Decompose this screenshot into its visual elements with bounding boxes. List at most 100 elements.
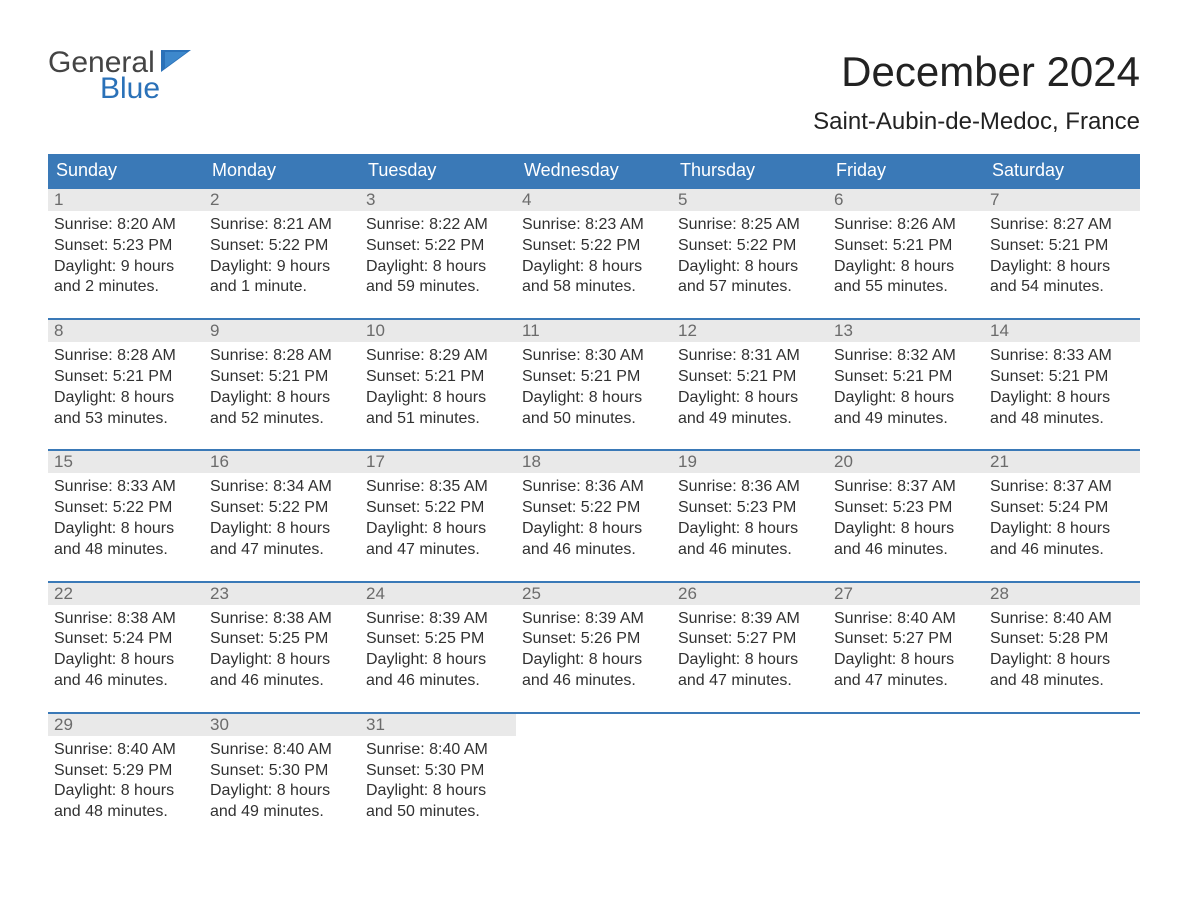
header: General Blue December 2024 Saint-Aubin-d… <box>48 48 1140 136</box>
sunrise-line: Sunrise: 8:35 AM <box>366 477 510 498</box>
daylight-line: Daylight: 8 hours and 51 minutes. <box>366 388 510 430</box>
day-body: Sunrise: 8:38 AMSunset: 5:25 PMDaylight:… <box>204 605 360 692</box>
day-cell: 23Sunrise: 8:38 AMSunset: 5:25 PMDayligh… <box>204 583 360 698</box>
day-cell: 7Sunrise: 8:27 AMSunset: 5:21 PMDaylight… <box>984 189 1140 304</box>
day-number-row: 28 <box>984 583 1140 605</box>
brand-flag-icon <box>161 48 191 78</box>
day-number-row: 12 <box>672 320 828 342</box>
week-row: 22Sunrise: 8:38 AMSunset: 5:24 PMDayligh… <box>48 581 1140 698</box>
daylight-line: Daylight: 8 hours and 46 minutes. <box>522 519 666 561</box>
day-body: Sunrise: 8:29 AMSunset: 5:21 PMDaylight:… <box>360 342 516 429</box>
daylight-line: Daylight: 8 hours and 49 minutes. <box>834 388 978 430</box>
day-cell: 27Sunrise: 8:40 AMSunset: 5:27 PMDayligh… <box>828 583 984 698</box>
calendar-page: General Blue December 2024 Saint-Aubin-d… <box>0 0 1188 877</box>
brand-text-blue: Blue <box>100 74 160 104</box>
day-cell: 17Sunrise: 8:35 AMSunset: 5:22 PMDayligh… <box>360 451 516 566</box>
sunset-line: Sunset: 5:27 PM <box>678 629 822 650</box>
day-cell: 21Sunrise: 8:37 AMSunset: 5:24 PMDayligh… <box>984 451 1140 566</box>
day-body: Sunrise: 8:21 AMSunset: 5:22 PMDaylight:… <box>204 211 360 298</box>
dow-sunday: Sunday <box>48 154 204 187</box>
day-number-row: 17 <box>360 451 516 473</box>
sunset-line: Sunset: 5:25 PM <box>210 629 354 650</box>
day-cell: 16Sunrise: 8:34 AMSunset: 5:22 PMDayligh… <box>204 451 360 566</box>
day-cell: 3Sunrise: 8:22 AMSunset: 5:22 PMDaylight… <box>360 189 516 304</box>
day-number-row: 26 <box>672 583 828 605</box>
daylight-line: Daylight: 8 hours and 53 minutes. <box>54 388 198 430</box>
daylight-line: Daylight: 8 hours and 46 minutes. <box>678 519 822 561</box>
day-number: 10 <box>366 321 385 340</box>
sunrise-line: Sunrise: 8:40 AM <box>366 740 510 761</box>
daylight-line: Daylight: 8 hours and 46 minutes. <box>834 519 978 561</box>
daylight-line: Daylight: 8 hours and 49 minutes. <box>210 781 354 823</box>
day-number: 12 <box>678 321 697 340</box>
daylight-line: Daylight: 8 hours and 46 minutes. <box>54 650 198 692</box>
day-number-row: 22 <box>48 583 204 605</box>
day-cell: 14 Sunrise: 8:33 AMSunset: 5:21 PMDayligh… <box>984 320 1140 435</box>
title-block: December 2024 Saint-Aubin-de-Medoc, Fran… <box>813 48 1140 136</box>
week-row: 1Sunrise: 8:20 AMSunset: 5:23 PMDaylight… <box>48 187 1140 304</box>
day-number: 17 <box>366 452 385 471</box>
day-body: Sunrise: 8:36 AMSunset: 5:22 PMDaylight:… <box>516 473 672 560</box>
sunrise-line: Sunrise: 8:40 AM <box>210 740 354 761</box>
daylight-line: Daylight: 8 hours and 50 minutes. <box>522 388 666 430</box>
daylight-line: Daylight: 8 hours and 47 minutes. <box>678 650 822 692</box>
week-row: 29Sunrise: 8:40 AMSunset: 5:29 PMDayligh… <box>48 712 1140 829</box>
sunrise-line: Sunrise: 8:25 AM <box>678 215 822 236</box>
day-cell: 8Sunrise: 8:28 AMSunset: 5:21 PMDaylight… <box>48 320 204 435</box>
sunset-line: Sunset: 5:21 PM <box>990 367 1134 388</box>
daylight-line: Daylight: 9 hours and 2 minutes. <box>54 257 198 299</box>
day-body: Sunrise: 8:32 AMSunset: 5:21 PMDaylight:… <box>828 342 984 429</box>
day-number-row: 27 <box>828 583 984 605</box>
day-cell: 4Sunrise: 8:23 AMSunset: 5:22 PMDaylight… <box>516 189 672 304</box>
sunrise-line: Sunrise: 8:40 AM <box>54 740 198 761</box>
daylight-line: Daylight: 8 hours and 48 minutes. <box>990 650 1134 692</box>
day-body: Sunrise: 8:34 AMSunset: 5:22 PMDaylight:… <box>204 473 360 560</box>
empty-day-cell <box>828 714 984 829</box>
day-body: Sunrise: 8:20 AMSunset: 5:23 PMDaylight:… <box>48 211 204 298</box>
sunrise-line: Sunrise: 8:27 AM <box>990 215 1134 236</box>
sunset-line: Sunset: 5:21 PM <box>54 367 198 388</box>
day-number-row: 21 <box>984 451 1140 473</box>
day-cell: 19Sunrise: 8:36 AMSunset: 5:23 PMDayligh… <box>672 451 828 566</box>
day-number-row: 9 <box>204 320 360 342</box>
dow-friday: Friday <box>828 154 984 187</box>
day-cell: 13Sunrise: 8:32 AMSunset: 5:21 PMDayligh… <box>828 320 984 435</box>
day-body: Sunrise: 8:33 AMSunset: 5:21 PMDaylight:… <box>984 342 1140 429</box>
dow-wednesday: Wednesday <box>516 154 672 187</box>
day-body: Sunrise: 8:37 AMSunset: 5:23 PMDaylight:… <box>828 473 984 560</box>
day-of-week-header: Sunday Monday Tuesday Wednesday Thursday… <box>48 154 1140 187</box>
sunset-line: Sunset: 5:22 PM <box>54 498 198 519</box>
sunset-line: Sunset: 5:22 PM <box>210 498 354 519</box>
daylight-line: Daylight: 8 hours and 52 minutes. <box>210 388 354 430</box>
daylight-line: Daylight: 8 hours and 50 minutes. <box>366 781 510 823</box>
sunset-line: Sunset: 5:22 PM <box>678 236 822 257</box>
day-number-row: 24 <box>360 583 516 605</box>
day-cell: 22Sunrise: 8:38 AMSunset: 5:24 PMDayligh… <box>48 583 204 698</box>
daylight-line: Daylight: 8 hours and 48 minutes. <box>990 388 1134 430</box>
sunset-line: Sunset: 5:22 PM <box>522 236 666 257</box>
sunset-line: Sunset: 5:21 PM <box>834 236 978 257</box>
daylight-line: Daylight: 8 hours and 47 minutes. <box>210 519 354 561</box>
day-body: Sunrise: 8:37 AMSunset: 5:24 PMDaylight:… <box>984 473 1140 560</box>
day-number: 22 <box>54 584 73 603</box>
day-body: Sunrise: 8:39 AMSunset: 5:27 PMDaylight:… <box>672 605 828 692</box>
sunrise-line: Sunrise: 8:32 AM <box>834 346 978 367</box>
day-number: 14 <box>990 321 1009 340</box>
week-row: 15Sunrise: 8:33 AMSunset: 5:22 PMDayligh… <box>48 449 1140 566</box>
sunrise-line: Sunrise: 8:33 AM <box>990 346 1134 367</box>
day-cell: 20Sunrise: 8:37 AMSunset: 5:23 PMDayligh… <box>828 451 984 566</box>
day-cell: 31Sunrise: 8:40 AMSunset: 5:30 PMDayligh… <box>360 714 516 829</box>
daylight-line: Daylight: 8 hours and 46 minutes. <box>990 519 1134 561</box>
week-row: 8Sunrise: 8:28 AMSunset: 5:21 PMDaylight… <box>48 318 1140 435</box>
daylight-line: Daylight: 8 hours and 55 minutes. <box>834 257 978 299</box>
sunrise-line: Sunrise: 8:28 AM <box>210 346 354 367</box>
sunrise-line: Sunrise: 8:39 AM <box>678 609 822 630</box>
day-body: Sunrise: 8:39 AMSunset: 5:26 PMDaylight:… <box>516 605 672 692</box>
sunrise-line: Sunrise: 8:22 AM <box>366 215 510 236</box>
sunset-line: Sunset: 5:29 PM <box>54 761 198 782</box>
sunset-line: Sunset: 5:23 PM <box>678 498 822 519</box>
sunrise-line: Sunrise: 8:31 AM <box>678 346 822 367</box>
sunset-line: Sunset: 5:22 PM <box>210 236 354 257</box>
sunrise-line: Sunrise: 8:21 AM <box>210 215 354 236</box>
daylight-line: Daylight: 8 hours and 48 minutes. <box>54 781 198 823</box>
